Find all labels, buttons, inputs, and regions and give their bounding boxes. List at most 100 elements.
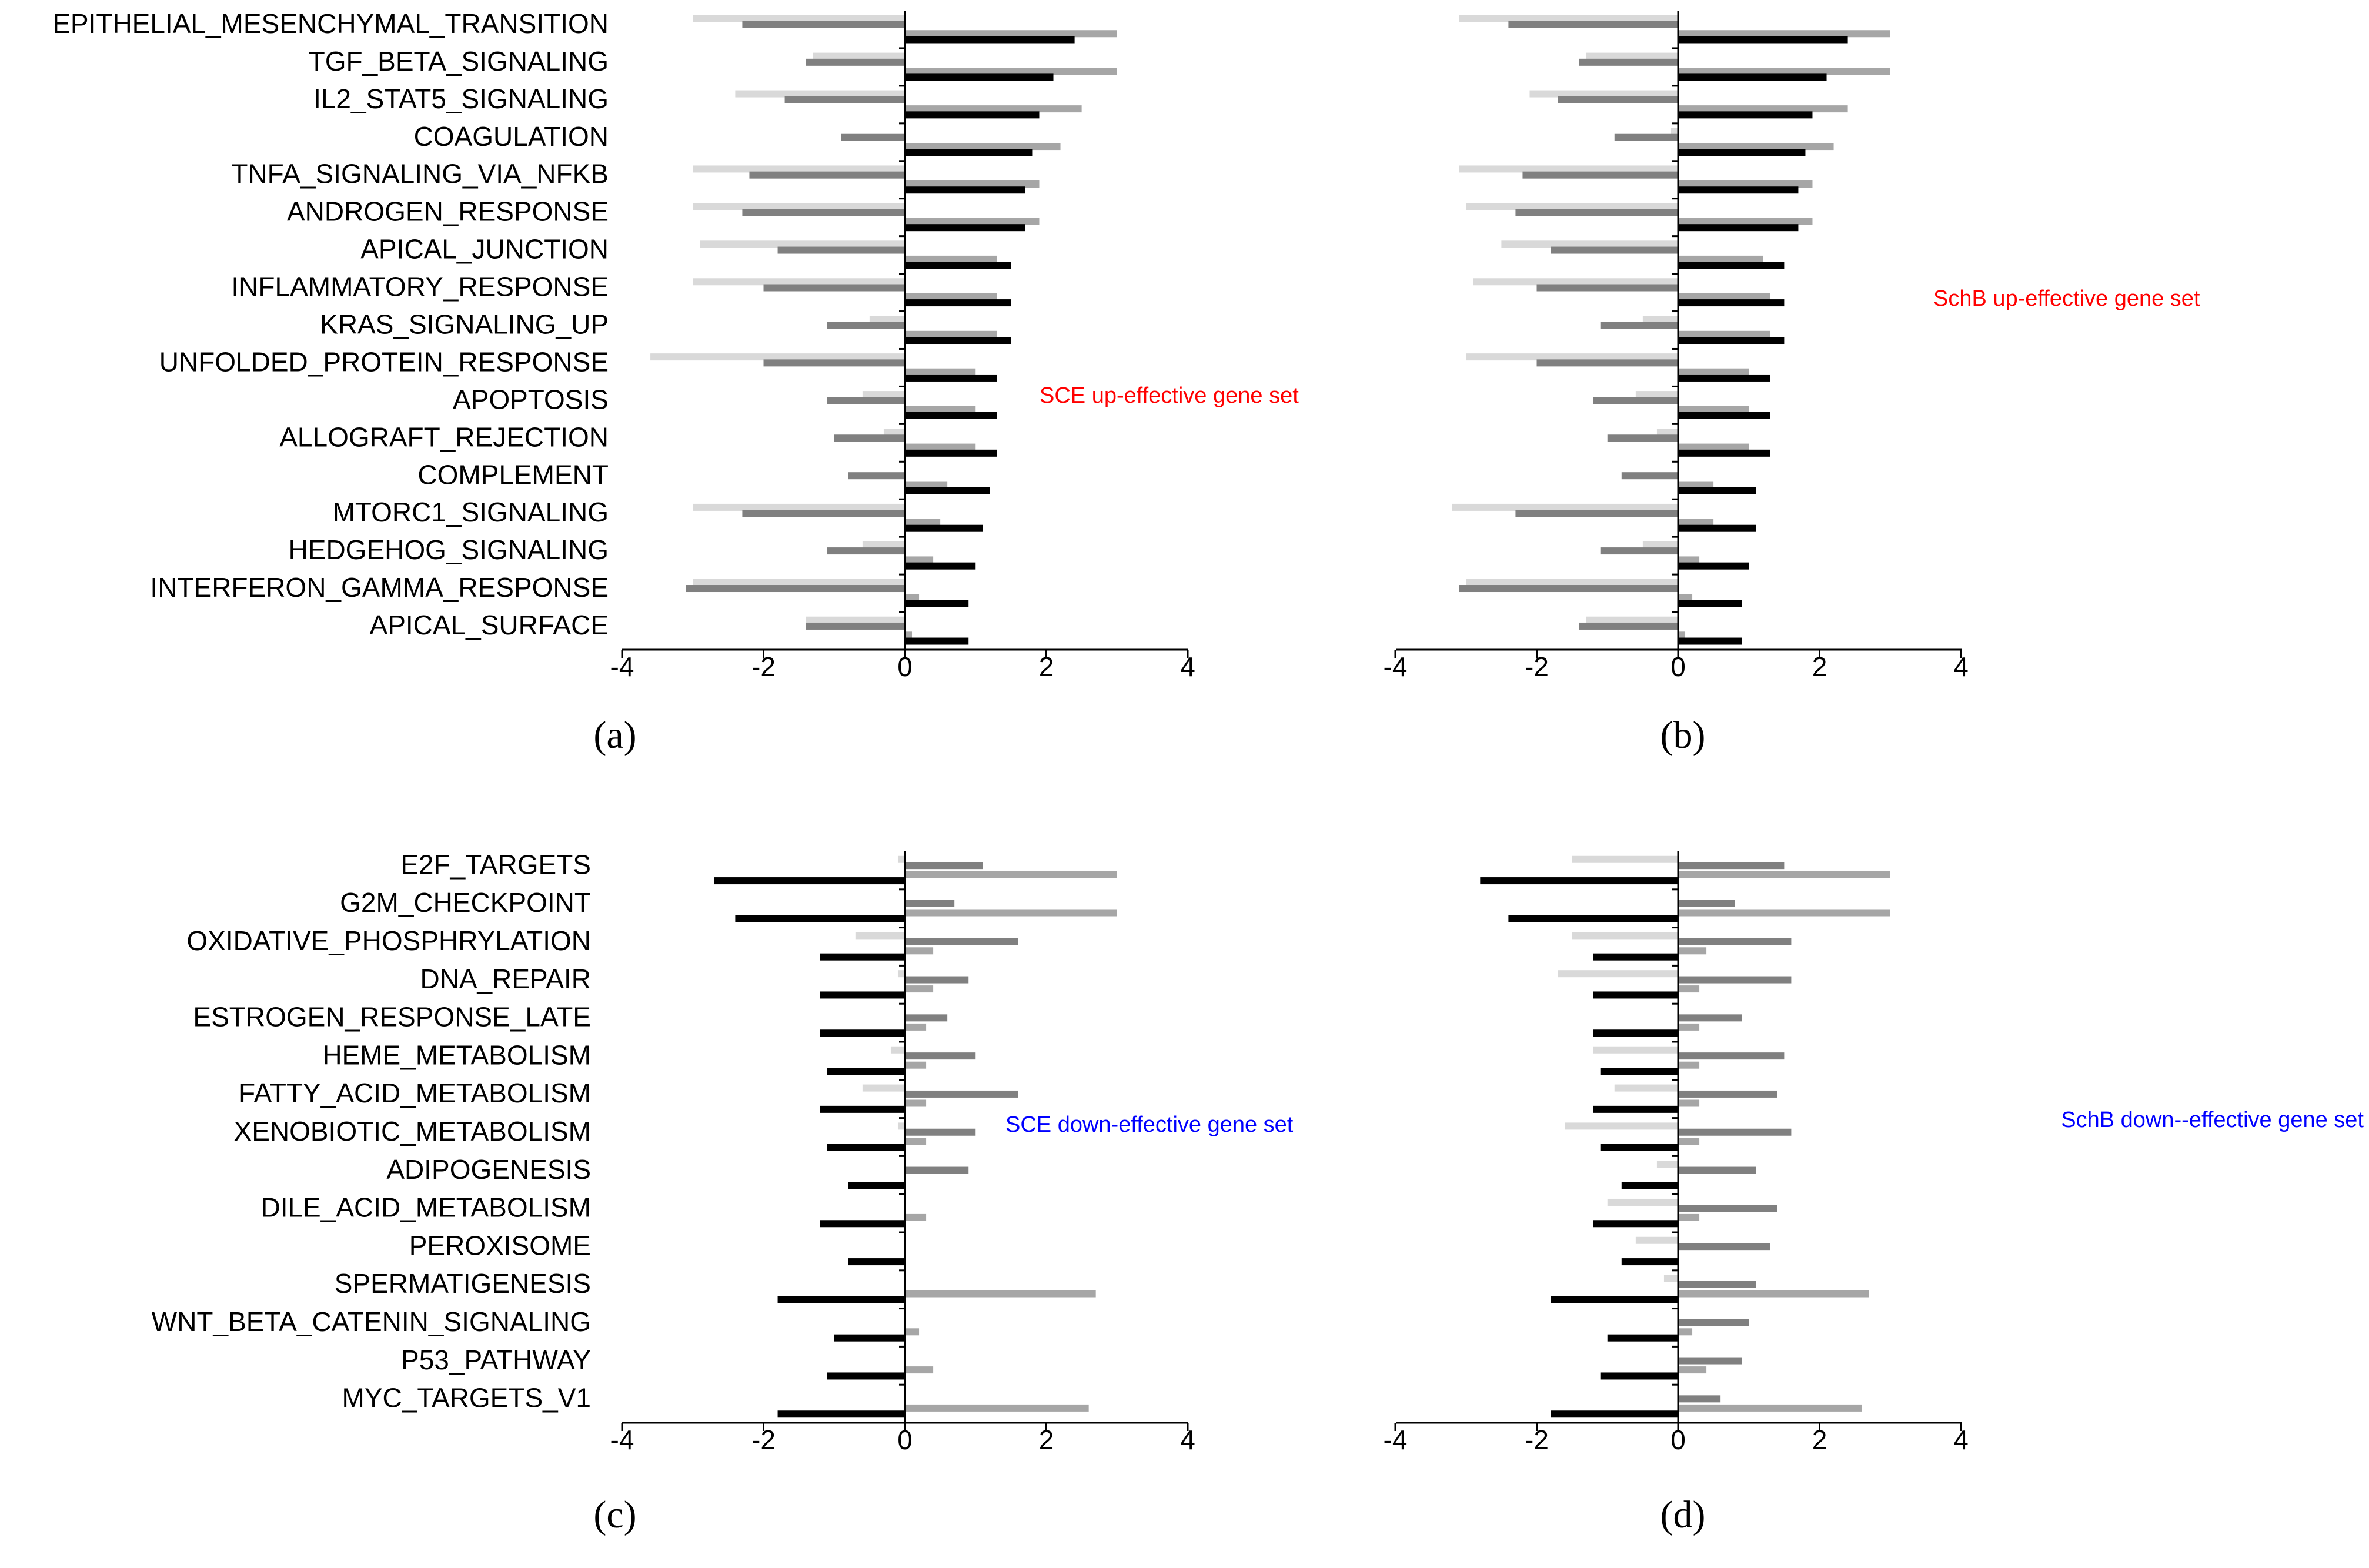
bar-panel4-series1-cat1 bbox=[1572, 855, 1678, 863]
category-label: FATTY_ACID_METABOLISM bbox=[239, 1078, 591, 1108]
bar-panel1-series1-cat7 bbox=[700, 240, 905, 248]
chart-panel-4: -4 -2 0 2 4 SchB down--effective gene set (d) bbox=[1384, 851, 2364, 1536]
bar-panel3-series4-cat15 bbox=[777, 1410, 905, 1418]
bar-panel1-series3-cat8 bbox=[905, 293, 997, 300]
category-label: ESTROGEN_RESPONSE_LATE bbox=[193, 1002, 591, 1032]
bar-panel3-series3-cat1 bbox=[905, 871, 1117, 878]
x-tick-label: 2 bbox=[1039, 651, 1054, 682]
bar-panel2-series2-cat3 bbox=[1558, 96, 1678, 103]
bar-panel1-series2-cat4 bbox=[841, 133, 905, 141]
category-label: INFLAMMATORY_RESPONSE bbox=[231, 272, 609, 302]
bar-panel3-series4-cat9 bbox=[848, 1182, 905, 1189]
bar-panel4-series2-cat10 bbox=[1678, 1205, 1777, 1212]
category-label: OXIDATIVE_PHOSPHRYLATION bbox=[186, 925, 591, 956]
bar-panel3-series4-cat7 bbox=[820, 1105, 905, 1113]
bar-panel4-series1-cat4 bbox=[1558, 970, 1678, 978]
bar-panel1-series4-cat15 bbox=[905, 562, 976, 570]
category-label: ANDROGEN_RESPONSE bbox=[287, 196, 609, 227]
bar-panel2-series2-cat10 bbox=[1536, 359, 1678, 367]
bar-panel4-series4-cat10 bbox=[1593, 1220, 1678, 1228]
bar-panel1-series3-cat9 bbox=[905, 330, 997, 338]
bar-panel2-series2-cat17 bbox=[1579, 622, 1678, 630]
bar-panel3-series4-cat13 bbox=[834, 1334, 905, 1342]
bar-panel2-series3-cat6 bbox=[1678, 218, 1813, 225]
bar-panel4-series3-cat2 bbox=[1678, 909, 1890, 917]
bar-panel2-series3-cat14 bbox=[1678, 519, 1714, 526]
bar-panel4-series4-cat8 bbox=[1600, 1144, 1678, 1151]
bar-panel4-series4-cat3 bbox=[1593, 953, 1678, 961]
bar-panel3-series2-cat3 bbox=[905, 938, 1018, 945]
bar-panel2-series4-cat15 bbox=[1678, 562, 1749, 570]
bar-panel3-series2-cat4 bbox=[905, 976, 969, 984]
category-label: DILE_ACID_METABOLISM bbox=[260, 1192, 591, 1223]
bar-panel1-series4-cat2 bbox=[905, 73, 1054, 81]
bar-panel1-series4-cat14 bbox=[905, 524, 983, 532]
category-label: HEME_METABOLISM bbox=[322, 1039, 591, 1070]
bar-panel2-series2-cat2 bbox=[1579, 58, 1678, 66]
bar-panel4-series2-cat12 bbox=[1678, 1281, 1756, 1288]
bar-panel4-series2-cat2 bbox=[1678, 900, 1735, 907]
bar-panel2-series3-cat4 bbox=[1678, 143, 1834, 151]
category-label: APICAL_SURFACE bbox=[370, 610, 609, 640]
bar-panel3-series3-cat3 bbox=[905, 947, 934, 955]
bar-panel1-series3-cat3 bbox=[905, 105, 1082, 113]
bar-panel4-series1-cat12 bbox=[1663, 1275, 1678, 1282]
bar-panel3-series4-cat2 bbox=[735, 915, 905, 922]
x-tick-label: 4 bbox=[1953, 651, 1969, 682]
bar-panel3-series4-cat14 bbox=[827, 1372, 905, 1380]
bar-panel3-series3-cat12 bbox=[905, 1290, 1096, 1298]
bar-panel2-series3-cat12 bbox=[1678, 443, 1749, 451]
bar-panel3-series2-cat8 bbox=[905, 1128, 976, 1136]
bar-panel2-series1-cat2 bbox=[1586, 52, 1678, 60]
bar-panel2-series4-cat2 bbox=[1678, 73, 1827, 81]
chart-panel-1: -4 -2 0 2 4 EPITHELIAL_MESENCHYMAL_TRANSITION… bbox=[52, 8, 1299, 757]
bar-panel3-series1-cat8 bbox=[897, 1122, 905, 1130]
x-tick-label: 0 bbox=[897, 1425, 913, 1455]
category-label: SPERMATIGENESIS bbox=[335, 1268, 591, 1299]
bar-panel1-series1-cat5 bbox=[693, 165, 905, 173]
bar-panel2-series4-cat6 bbox=[1678, 224, 1799, 232]
bar-panel2-series2-cat4 bbox=[1614, 133, 1678, 141]
category-label: EPITHELIAL_MESENCHYMAL_TRANSITION bbox=[52, 8, 609, 39]
bar-panel4-series4-cat1 bbox=[1480, 877, 1678, 885]
bar-panel4-series1-cat10 bbox=[1607, 1198, 1678, 1206]
bar-panel1-series2-cat10 bbox=[763, 359, 905, 367]
bar-panel4-series4-cat6 bbox=[1600, 1068, 1678, 1075]
bar-panel4-series4-cat9 bbox=[1621, 1182, 1678, 1189]
bar-panel2-series1-cat17 bbox=[1586, 616, 1678, 624]
bar-panel2-series3-cat7 bbox=[1678, 255, 1763, 263]
x-tick-label: -4 bbox=[1384, 1425, 1408, 1455]
bar-panel2-series4-cat10 bbox=[1678, 374, 1770, 382]
bar-panel4-series2-cat3 bbox=[1678, 938, 1792, 945]
bar-panel1-series3-cat15 bbox=[905, 556, 934, 564]
bar-panel2-series1-cat10 bbox=[1466, 353, 1678, 361]
bar-panel2-series1-cat8 bbox=[1473, 278, 1678, 286]
category-label: MTORC1_SIGNALING bbox=[333, 497, 609, 527]
chart-panel-2: -4 -2 0 2 4 SchB up-effective gene set (b) bbox=[1384, 11, 2200, 757]
bar-panel3-series2-cat5 bbox=[905, 1014, 948, 1022]
bar-panel4-series4-cat5 bbox=[1593, 1029, 1678, 1037]
bar-panel1-series1-cat3 bbox=[735, 90, 905, 98]
bar-panel1-series2-cat9 bbox=[827, 322, 905, 329]
bar-panel1-series1-cat2 bbox=[813, 52, 905, 60]
panel-label: (d) bbox=[1660, 1493, 1706, 1536]
bar-panel2-series4-cat16 bbox=[1678, 600, 1742, 607]
category-label: HEDGEHOG_SIGNALING bbox=[289, 534, 609, 565]
bar-panel2-series4-cat3 bbox=[1678, 111, 1813, 119]
bar-panel1-series4-cat10 bbox=[905, 374, 997, 382]
bar-panel1-series3-cat10 bbox=[905, 368, 976, 376]
category-label: COAGULATION bbox=[414, 121, 609, 152]
x-tick-label: -4 bbox=[610, 1425, 634, 1455]
bar-panel1-series4-cat11 bbox=[905, 412, 997, 419]
bar-panel2-series1-cat9 bbox=[1642, 316, 1678, 323]
bar-panel4-series4-cat7 bbox=[1593, 1105, 1678, 1113]
bar-panel1-series1-cat9 bbox=[869, 316, 905, 323]
bar-panel1-series1-cat15 bbox=[862, 541, 905, 549]
bar-panel1-series1-cat16 bbox=[693, 579, 905, 586]
x-tick-label: 2 bbox=[1812, 651, 1827, 682]
bar-panel4-series2-cat15 bbox=[1678, 1395, 1721, 1403]
x-tick-label: 4 bbox=[1180, 1425, 1195, 1455]
bar-panel1-series4-cat17 bbox=[905, 637, 969, 645]
bar-panel4-series3-cat6 bbox=[1678, 1061, 1700, 1069]
